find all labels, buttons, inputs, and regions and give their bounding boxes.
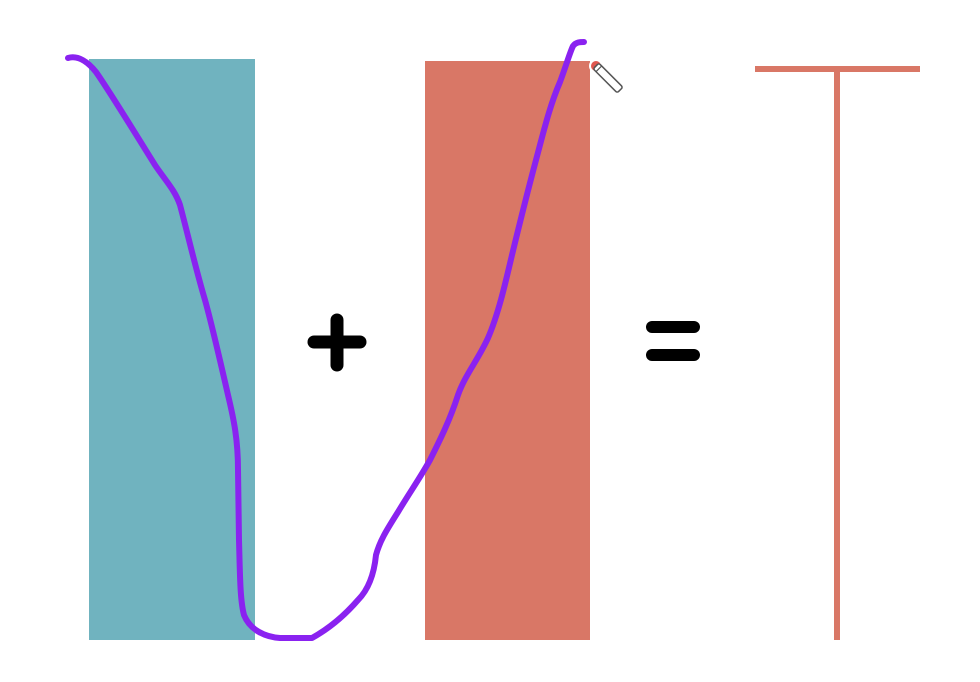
- equals-sign: [646, 321, 700, 361]
- salmon-bar: [425, 61, 590, 640]
- teal-bar: [89, 59, 255, 640]
- hand-drawn-u-curve: [65, 39, 587, 641]
- pen-cursor-icon: [589, 59, 623, 93]
- t-shape: [755, 66, 920, 640]
- plus-sign: [307, 313, 367, 372]
